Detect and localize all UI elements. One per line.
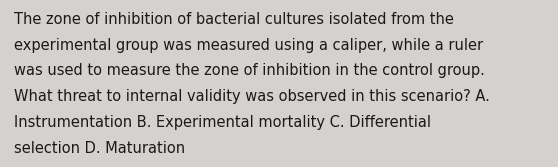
Text: was used to measure the zone of inhibition in the control group.: was used to measure the zone of inhibiti… — [14, 63, 485, 78]
Text: experimental group was measured using a caliper, while a ruler: experimental group was measured using a … — [14, 38, 483, 53]
Text: What threat to internal validity was observed in this scenario? A.: What threat to internal validity was obs… — [14, 89, 490, 104]
Text: The zone of inhibition of bacterial cultures isolated from the: The zone of inhibition of bacterial cult… — [14, 12, 454, 27]
Text: selection D. Maturation: selection D. Maturation — [14, 141, 185, 156]
Text: Instrumentation B. Experimental mortality C. Differential: Instrumentation B. Experimental mortalit… — [14, 115, 431, 130]
